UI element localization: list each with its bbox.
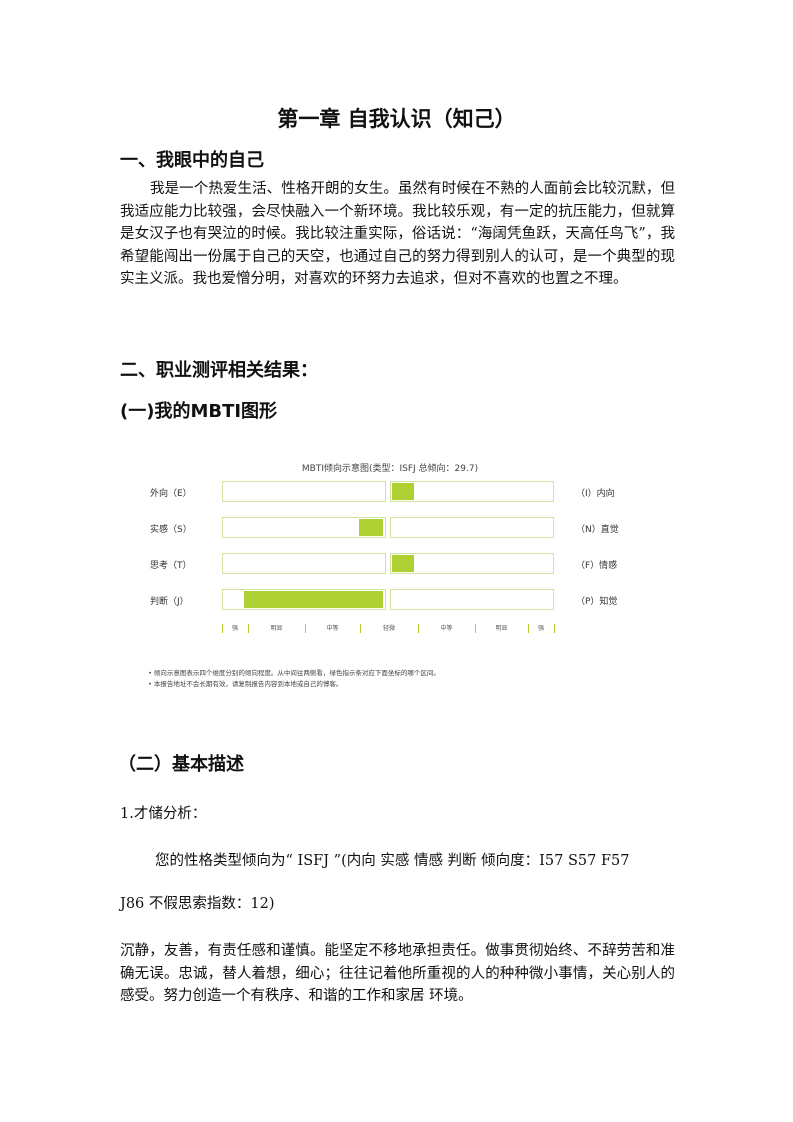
scale-label: 明显 [270,625,283,632]
mbti-chart: MBTI倾向示意图(类型：ISFJ 总倾向：29.7) 外向（E） （I）内向实感… [140,455,640,645]
left-track [222,553,386,574]
scale-label: 强 [537,625,544,632]
scale-tick [554,624,555,633]
scale-tick [528,624,529,633]
right-track [390,553,554,574]
scale-label: 轻微 [382,625,395,632]
note-item: • 倾向示意图表示四个维度分别的倾向程度。从中间往两侧看，绿色指示条对应下面坐标… [148,669,440,677]
scale-label: 中等 [440,625,453,632]
scale-label: 强 [231,625,238,632]
right-track [390,481,554,502]
scale-tick [305,624,306,633]
left-trait-label: 思考（T） [150,561,192,571]
type-line: 您的性格类型倾向为“ ISFJ ”(内向 实感 情感 判断 倾向度：I57 S5… [155,853,630,869]
left-track [222,481,386,502]
right-trait-label: （I）内向 [576,489,615,499]
subsection-heading: （二）基本描述 [118,754,244,775]
scale-label: 中等 [326,625,339,632]
right-track [390,589,554,610]
tendency-bar [359,519,383,536]
tendency-bar [392,555,414,572]
right-track [390,517,554,538]
left-trait-label: 实感（S） [150,525,192,535]
left-trait-label: 外向（E） [150,489,192,499]
type-line-2: J86 不假思索指数：12) [120,896,275,912]
scale-tick [222,624,223,633]
scale-tick [248,624,249,633]
left-track [222,517,386,538]
right-trait-label: （F）情感 [576,561,618,571]
section-heading: 二、职业测评相关结果： [120,360,318,381]
tendency-bar [392,483,414,500]
note-item: • 本报告地址不会长期有效，请复制报告内容到本地或自己的博客。 [148,680,343,688]
scale-tick [475,624,476,633]
scale-tick [418,624,419,633]
type-description: 沉静，友善，有责任感和谨慎。能坚定不移地承担责任。做事贯彻始终、不辞劳苦和准确无… [120,943,675,1004]
tendency-bar [244,591,383,608]
self-description: 我是一个热爱生活、性格开朗的女生。虽然有时候在不熟的人面前会比较沉默，但我适应能… [120,181,675,287]
chart-title: MBTI倾向示意图(类型：ISFJ 总倾向：29.7) [301,464,479,474]
section-heading: 一、我眼中的自己 [120,150,264,171]
page-title: 第一章 自我认识（知己） [277,107,516,131]
scale-tick [360,624,361,633]
subsection-heading: (一)我的MBTI图形 [120,401,278,422]
left-trait-label: 判断（J） [150,597,189,607]
chart-notes: • 倾向示意图表示四个维度分别的倾向程度。从中间往两侧看，绿色指示条对应下面坐标… [148,668,440,690]
right-trait-label: （N）直觉 [576,525,619,535]
right-trait-label: （P）知觉 [576,597,618,607]
analysis-label: 1.才储分析： [120,806,207,822]
scale-label: 明显 [495,625,508,632]
